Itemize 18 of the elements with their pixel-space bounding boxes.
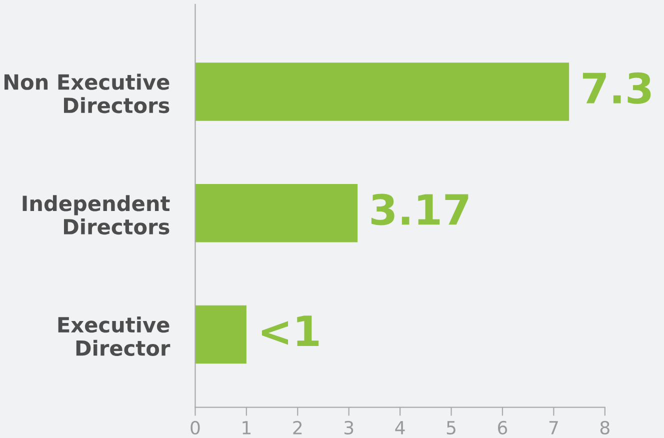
x-tick-label: 3 <box>344 420 354 435</box>
x-tick-label: 1 <box>242 421 251 434</box>
data-label: 3.17 <box>371 194 468 226</box>
bar <box>195 184 358 242</box>
y-tick-label: Executive Director <box>58 316 170 356</box>
y-tick-label: Non Executive Directors <box>4 74 170 114</box>
x-tick-label: 6 <box>498 420 508 435</box>
x-tick-label: 2 <box>293 420 302 434</box>
y-tick-label: Independent Directors <box>22 195 170 235</box>
data-label: <1 <box>262 316 319 346</box>
bar <box>195 305 246 364</box>
x-tick-label: 5 <box>446 421 456 435</box>
x-tick-label: 0 <box>190 420 200 435</box>
bar <box>195 62 570 121</box>
x-tick-label: 8 <box>600 420 610 435</box>
data-label: 7.3 <box>582 72 651 104</box>
x-tick-label: 4 <box>395 421 405 434</box>
x-tick-label: 7 <box>549 421 558 434</box>
